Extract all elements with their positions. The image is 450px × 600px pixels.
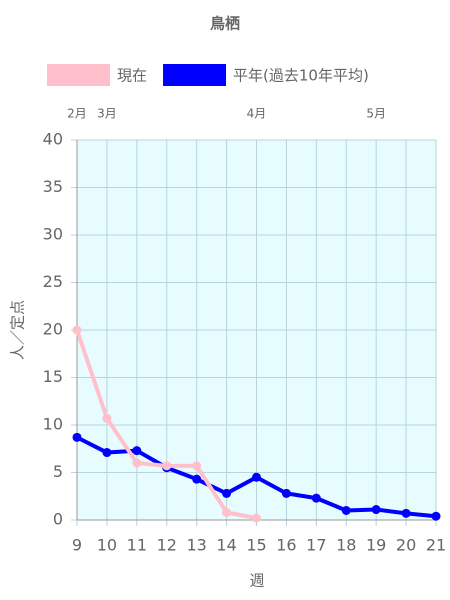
month-label: 5月 (366, 107, 386, 121)
x-tick-label: 17 (306, 536, 326, 555)
month-label: 4月 (247, 107, 267, 121)
data-point (341, 506, 351, 515)
data-point (72, 432, 82, 442)
x-tick-label: 11 (127, 536, 147, 555)
y-axis-label: 人／定点 (9, 300, 27, 360)
legend-swatch (47, 64, 110, 86)
x-tick-label: 10 (97, 536, 117, 555)
data-point (102, 448, 112, 458)
x-tick-label: 21 (426, 536, 446, 555)
x-tick-label: 20 (396, 536, 416, 555)
data-point (102, 413, 112, 423)
x-tick-label: 9 (72, 536, 82, 555)
x-tick-label: 15 (246, 536, 266, 555)
chart-title: 鳥栖 (210, 15, 240, 33)
x-tick-label: 14 (216, 536, 236, 555)
data-point (132, 458, 142, 468)
x-tick-label: 12 (157, 536, 177, 555)
data-point (132, 446, 142, 456)
x-tick-label: 18 (336, 536, 356, 555)
y-tick-label: 35 (43, 177, 63, 196)
x-tick-label: 19 (366, 536, 386, 555)
y-tick-label: 25 (43, 272, 63, 291)
legend-label: 現在 (117, 67, 147, 85)
data-point (371, 505, 381, 515)
data-point (192, 461, 202, 471)
x-tick-label: 13 (186, 536, 206, 555)
month-label: 3月 (97, 107, 117, 121)
legend-swatch (163, 64, 227, 86)
legend-label: 平年(過去10年平均) (233, 67, 369, 85)
data-point (192, 474, 202, 484)
y-tick-label: 20 (43, 320, 63, 339)
y-tick-label: 30 (43, 225, 63, 244)
y-tick-label: 40 (43, 130, 63, 149)
data-point (252, 513, 261, 523)
y-tick-label: 10 (43, 415, 63, 434)
y-tick-label: 5 (53, 462, 63, 481)
data-point (281, 488, 291, 498)
data-point (311, 493, 321, 503)
month-label: 2月 (67, 107, 87, 121)
data-point (72, 325, 82, 335)
data-point (222, 488, 232, 498)
data-point (401, 508, 411, 518)
data-point (222, 507, 232, 517)
y-tick-label: 15 (43, 367, 63, 386)
x-tick-label: 16 (276, 536, 296, 555)
data-point (162, 461, 172, 471)
x-axis-label: 週 (249, 572, 264, 590)
data-point (252, 472, 261, 482)
y-tick-label: 0 (53, 510, 63, 529)
data-point (431, 511, 441, 521)
